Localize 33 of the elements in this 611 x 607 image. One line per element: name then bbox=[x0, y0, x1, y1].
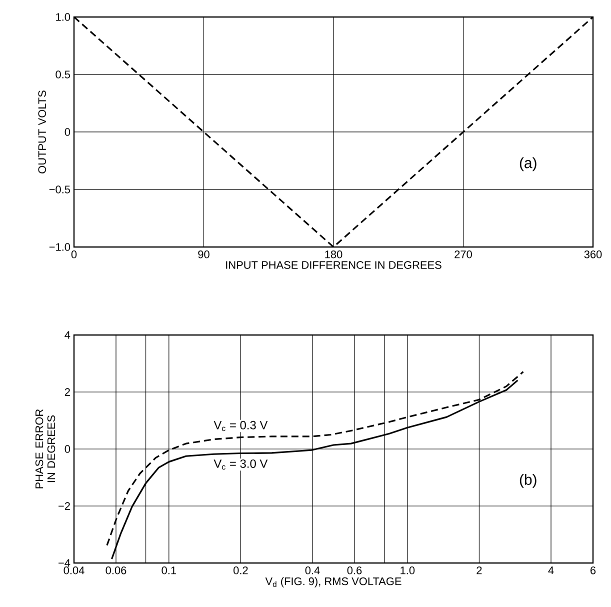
x-tick-label: 0.6 bbox=[347, 566, 362, 574]
x-tick-label: 1.0 bbox=[400, 566, 415, 574]
annotation: (b) bbox=[520, 474, 536, 488]
y-tick-label: 2 bbox=[64, 388, 70, 396]
y-axis-title: PHASE ERROR IN DEGREES bbox=[35, 409, 56, 488]
x-tick-label: 270 bbox=[454, 250, 472, 258]
y-tick-label: 0 bbox=[64, 445, 70, 453]
x-tick-label: 0.4 bbox=[305, 566, 320, 574]
y-tick-label: 0.5 bbox=[56, 70, 70, 78]
y-tick-label: −0.5 bbox=[49, 186, 70, 194]
y-tick-label: 4 bbox=[64, 331, 70, 339]
x-tick-label: 0 bbox=[71, 250, 77, 258]
x-tick-label: 180 bbox=[325, 250, 342, 258]
y-tick-label: −4 bbox=[58, 559, 70, 567]
series-label: V$_{c}$ = 0.3 V bbox=[214, 420, 268, 432]
y-tick-label: −1.0 bbox=[49, 243, 70, 251]
x-axis-title: INPUT PHASE DIFFERENCE IN DEGREES bbox=[226, 261, 442, 269]
x-tick-label: 90 bbox=[198, 250, 210, 258]
x-tick-label: 0.06 bbox=[106, 566, 126, 574]
y-axis-title: OUTPUT VOLTS bbox=[38, 90, 46, 174]
series-label: V$_{c}$ = 3.0 V bbox=[214, 459, 268, 470]
x-tick-label: 0.1 bbox=[162, 566, 176, 574]
x-tick-label: 0.2 bbox=[234, 566, 248, 574]
y-tick-label: 1.0 bbox=[56, 13, 70, 21]
x-axis-title: V$_{d}$ (FIG. 9), RMS VOLTAGE bbox=[265, 577, 402, 588]
x-tick-label: 0.04 bbox=[64, 566, 84, 574]
x-tick-label: 6 bbox=[590, 566, 596, 574]
annotation: (a) bbox=[520, 157, 536, 172]
y-tick-label: −2 bbox=[58, 502, 70, 510]
y-tick-label: 0 bbox=[64, 128, 70, 136]
x-tick-label: 360 bbox=[584, 250, 602, 258]
x-tick-label: 4 bbox=[548, 566, 554, 574]
x-tick-label: 2 bbox=[476, 566, 482, 574]
